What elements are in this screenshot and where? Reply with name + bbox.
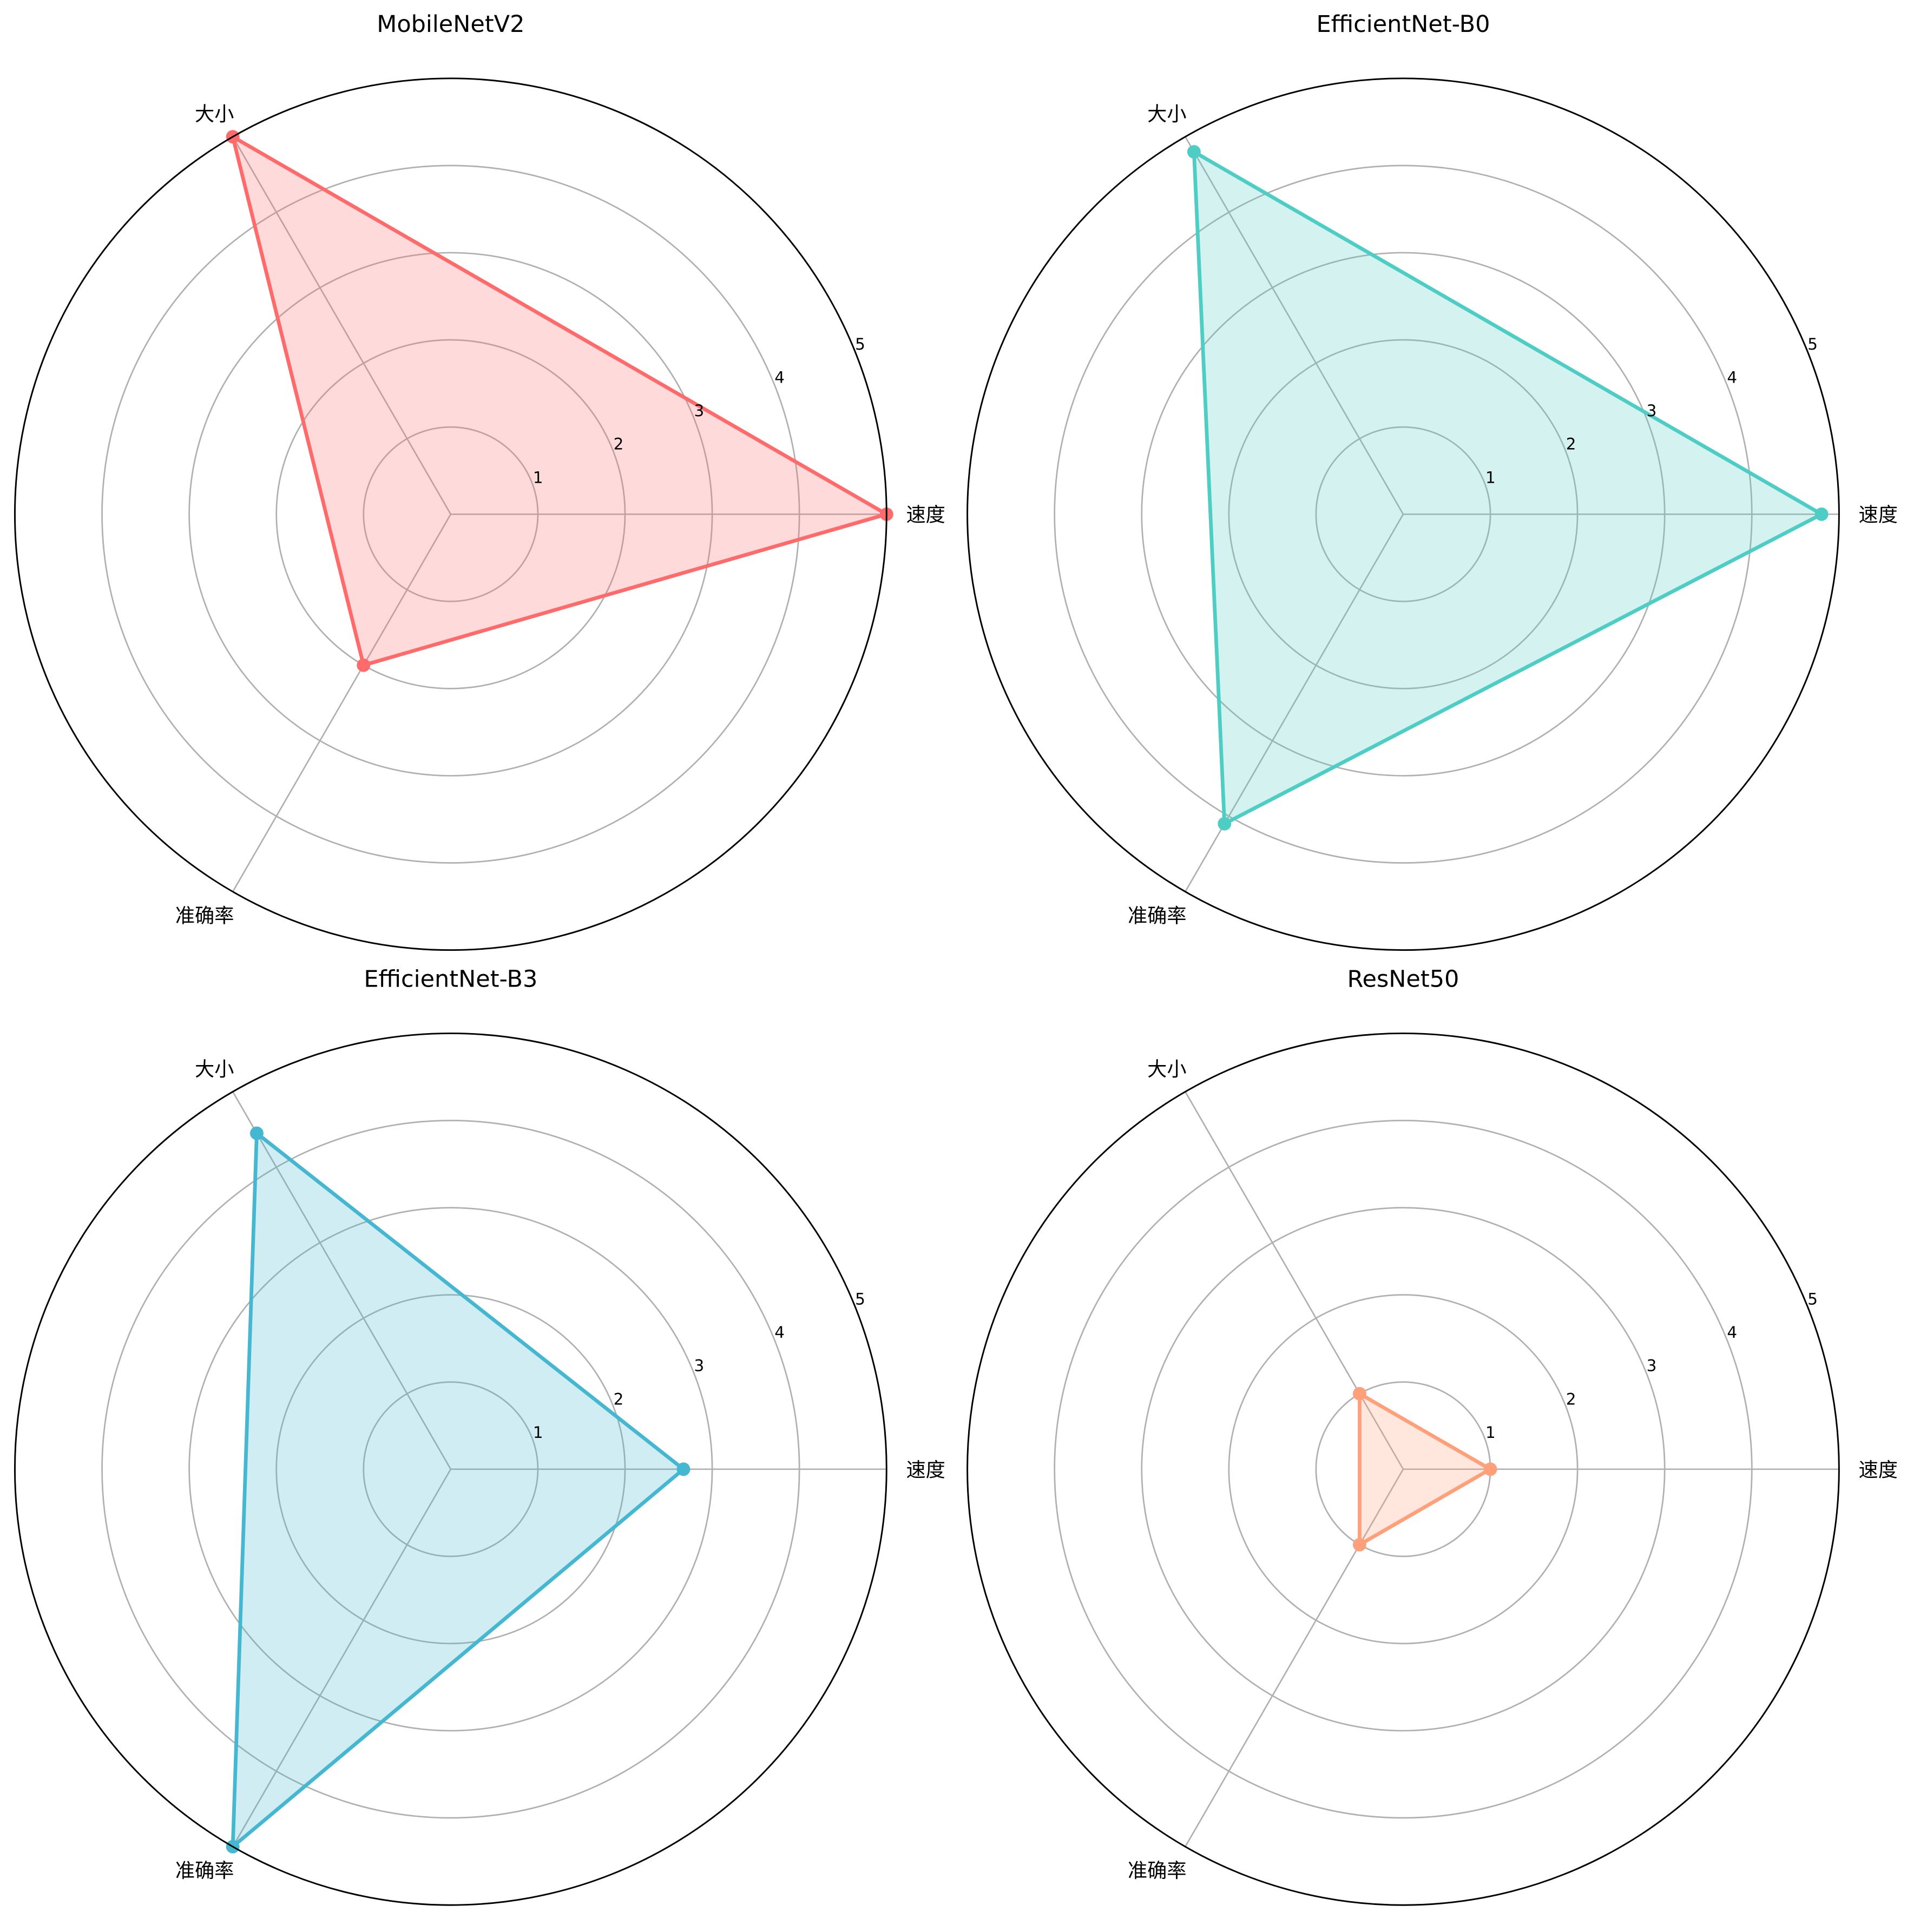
data-point-速度: [676, 1462, 691, 1476]
r-tick-label: 5: [855, 1290, 865, 1308]
grid-spoke: [232, 1091, 452, 1470]
r-tick-label: 5: [1807, 335, 1818, 353]
axis-label: 准确率: [1128, 1859, 1187, 1882]
axis-label: 速度: [1859, 1458, 1898, 1481]
grid-spoke: [232, 1469, 452, 1848]
r-tick-label: 1: [533, 468, 543, 487]
axis-label: 准确率: [175, 904, 234, 927]
r-tick-label: 4: [774, 368, 785, 386]
grid-spoke: [1185, 1469, 1404, 1848]
outer-frame: [966, 77, 1840, 951]
axis-label: 大小: [1147, 102, 1186, 126]
series-polygon: [231, 135, 889, 667]
r-tick-label: 4: [1727, 1323, 1737, 1342]
axis-label: 大小: [195, 1057, 234, 1081]
r-tick-label: 2: [614, 435, 624, 454]
series-polygon: [1358, 1391, 1492, 1547]
series-polygon: [231, 1131, 686, 1849]
axis-label: 速度: [1859, 503, 1898, 527]
r-tick-label: 3: [694, 402, 704, 420]
chart-title: EfficientNet-B0: [1316, 11, 1490, 38]
axis-label: 速度: [906, 503, 945, 527]
r-tick-label: 1: [1485, 1423, 1496, 1442]
chart-title: EfficientNet-B3: [364, 965, 537, 993]
data-point-准确率: [357, 658, 371, 672]
r-tick-label: 3: [1647, 1357, 1657, 1375]
axis-label: 大小: [195, 102, 234, 126]
series-polygon: [1192, 150, 1824, 826]
chart-title: MobileNetV2: [377, 11, 524, 38]
data-point-准确率: [1218, 817, 1232, 831]
axis-label: 准确率: [175, 1859, 234, 1882]
r-tick-label: 5: [1807, 1290, 1818, 1308]
grid-spoke: [232, 514, 452, 892]
outer-frame: [14, 77, 887, 951]
r-tick-label: 2: [1566, 1390, 1576, 1408]
grid-spoke: [232, 136, 452, 515]
data-point-准确率: [1352, 1537, 1366, 1552]
r-tick-label: 3: [694, 1357, 704, 1375]
chart-title: ResNet50: [1347, 965, 1459, 993]
data-point-大小: [1187, 145, 1201, 159]
data-point-速度: [1814, 507, 1829, 521]
grid-spoke: [1185, 136, 1404, 515]
r-tick-label: 1: [1485, 468, 1496, 487]
r-tick-label: 1: [533, 1423, 543, 1442]
r-tick-label: 2: [614, 1390, 624, 1408]
outer-frame: [14, 1032, 887, 1906]
data-point-大小: [1352, 1386, 1366, 1401]
r-tick-label: 4: [774, 1323, 785, 1342]
r-tick-label: 4: [1727, 368, 1737, 386]
data-point-速度: [1483, 1462, 1497, 1476]
data-point-大小: [250, 1126, 264, 1140]
r-tick-label: 2: [1566, 435, 1576, 454]
axis-label: 准确率: [1128, 904, 1187, 927]
axis-label: 速度: [906, 1458, 945, 1481]
r-tick-label: 5: [855, 335, 865, 353]
axis-label: 大小: [1147, 1057, 1186, 1081]
outer-frame: [966, 1032, 1840, 1906]
r-tick-label: 3: [1647, 402, 1657, 420]
grid-spoke: [1185, 1091, 1404, 1470]
